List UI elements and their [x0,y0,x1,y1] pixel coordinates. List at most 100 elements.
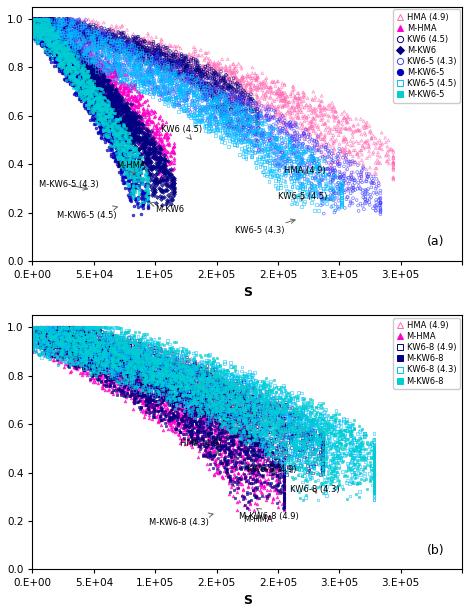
Point [288,124,295,134]
Point [104,58,111,68]
Point [133,356,141,365]
Point [212,117,219,127]
Point [79,58,86,68]
Point [51,329,59,339]
Point [114,42,121,52]
Point [135,348,143,358]
Point [44,29,52,39]
Point [61,63,68,73]
Point [131,161,138,171]
Point [200,403,208,413]
Point [44,27,52,37]
Point [125,354,132,363]
Point [99,35,107,45]
Point [106,48,113,58]
Point [130,114,138,124]
Point [275,133,282,143]
Point [98,353,106,363]
Point [356,451,364,460]
Point [40,342,48,352]
Point [92,371,99,381]
Point [213,404,220,414]
Point [46,41,53,50]
Point [109,370,116,379]
Point [134,367,141,377]
Point [90,31,97,41]
Point [91,56,99,66]
Point [245,430,253,440]
Point [33,15,40,25]
Point [88,45,95,55]
Point [336,427,344,437]
Point [207,398,214,408]
Point [78,26,86,36]
Point [77,66,85,76]
Point [126,353,133,363]
Point [299,139,307,149]
Point [229,122,237,132]
Point [167,68,175,78]
Point [116,47,123,56]
Point [275,441,283,451]
Point [262,424,269,434]
Point [80,76,88,86]
Point [255,406,262,416]
Point [79,355,87,365]
Point [109,125,117,134]
Point [218,112,226,122]
Point [316,399,324,409]
Point [42,34,49,44]
Point [233,456,240,466]
Point [259,413,267,423]
Point [52,32,59,42]
Point [294,88,301,98]
Point [185,59,192,69]
Point [157,191,164,201]
Point [236,398,243,408]
Point [64,25,71,35]
Point [156,379,163,389]
Point [240,135,247,145]
Point [117,109,124,119]
Point [95,99,102,109]
Point [216,456,224,465]
Point [34,21,42,31]
Point [145,45,152,55]
Point [64,361,72,371]
Point [330,173,337,182]
Point [354,201,362,211]
Point [234,374,242,384]
Point [29,324,36,333]
Point [119,34,126,44]
Point [111,66,119,76]
Point [89,360,97,370]
Point [64,322,72,332]
Point [41,37,48,47]
Point [337,178,344,188]
Point [38,322,45,332]
Point [281,163,288,173]
Point [148,364,155,374]
Point [196,382,204,392]
Point [79,66,86,76]
Point [80,353,87,363]
Point [166,196,173,206]
Point [221,120,229,130]
Point [197,372,204,382]
Point [212,131,219,141]
Point [55,45,62,55]
Point [254,123,262,133]
Point [319,169,326,179]
Point [390,158,397,168]
Point [197,399,204,409]
Point [36,332,44,342]
Point [112,82,120,91]
Point [227,391,234,400]
Point [83,351,90,360]
Point [248,122,256,132]
Point [135,47,143,57]
Point [203,415,211,425]
Point [53,39,60,49]
Point [260,396,268,406]
Point [129,188,137,198]
